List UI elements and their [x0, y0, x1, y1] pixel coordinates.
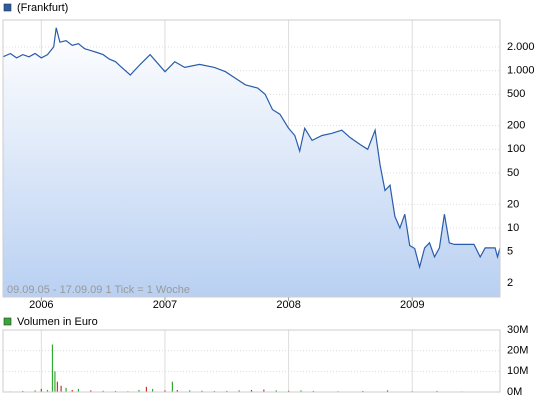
volume-bar [201, 390, 203, 392]
volume-bar [114, 390, 117, 392]
volume-bar [71, 389, 73, 392]
volume-bar [145, 386, 148, 392]
x-tick-label: 2006 [29, 299, 53, 311]
volume-bar [213, 390, 216, 392]
y-tick-label: 30M [507, 324, 528, 336]
volume-bar [56, 381, 58, 392]
legend-swatch [3, 317, 12, 326]
volume-bar [138, 389, 140, 392]
volume-bar [250, 389, 253, 392]
volume-bar [436, 390, 438, 392]
plot-border [2, 329, 501, 393]
volume-bar [176, 389, 178, 392]
volume-bar [275, 390, 277, 392]
x-tick-label: 2008 [276, 299, 300, 311]
y-tick-label: 2.000 [507, 41, 535, 53]
volume-bar [60, 385, 62, 392]
volume-bar [34, 390, 36, 392]
volume-bar [54, 371, 56, 392]
y-tick-label: 20 [507, 198, 519, 210]
volume-bar [40, 388, 42, 392]
legend-swatch [3, 3, 12, 12]
volume-bar [362, 390, 364, 392]
volume-plot-frame [2, 329, 501, 393]
annotation: 09.09.05 - 17.09.09 1 Tick = 1 Woche [7, 284, 190, 296]
volume-bar [189, 390, 191, 392]
y-tick-label: 1.000 [507, 65, 535, 77]
x-tick-label: 2009 [400, 299, 424, 311]
y-tick-label: 100 [507, 143, 525, 155]
volume-bar [65, 387, 67, 392]
price-area [3, 27, 500, 298]
y-tick-label: 5 [507, 246, 513, 258]
y-tick-label: 500 [507, 88, 525, 100]
volume-bar [226, 390, 228, 392]
volume-bar [151, 388, 154, 392]
volume-bar [287, 390, 290, 392]
y-tick-label: 2 [507, 277, 513, 289]
volume-bar [263, 389, 265, 392]
y-tick-label: 20M [507, 345, 528, 357]
volume-bar [164, 390, 166, 392]
volume-bar [386, 390, 389, 392]
volume-bar [312, 390, 314, 392]
y-tick-label: 0M [507, 386, 522, 398]
y-tick-label: 50 [507, 167, 519, 179]
volume-bar [77, 388, 80, 392]
volume-bar [22, 390, 24, 392]
legend-label: (Frankfurt) [17, 2, 68, 14]
volume-bar [51, 344, 54, 392]
volume-bar [171, 381, 173, 392]
y-tick-label: 10M [507, 365, 528, 377]
y-tick-label: 200 [507, 120, 525, 132]
y-tick-label: 10 [507, 222, 519, 234]
volume-bar [46, 389, 49, 392]
volume-bar [102, 390, 104, 392]
legend-label: Volumen in Euro [17, 316, 98, 328]
volume-bar [238, 390, 240, 392]
price-line [2, 27, 501, 270]
volume-bar [300, 390, 302, 392]
x-tick-label: 2007 [153, 299, 177, 311]
volume-bar [90, 390, 92, 392]
plot-border [2, 19, 501, 298]
